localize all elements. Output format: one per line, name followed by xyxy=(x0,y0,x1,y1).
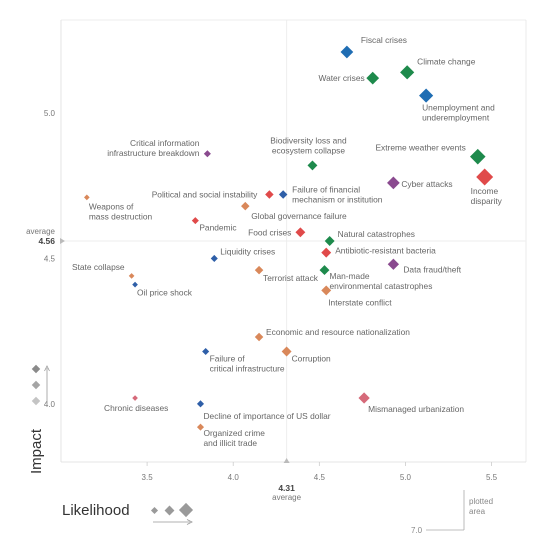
data-point-label: Man-made environmental catastrophes xyxy=(330,271,433,291)
data-point-label: Failure of financial mechanism or institu… xyxy=(292,184,383,204)
data-point-label: Interstate conflict xyxy=(328,297,392,307)
data-point-diamond xyxy=(307,160,318,171)
y-tick-label: 4.5 xyxy=(44,254,56,263)
legend-small-diamond xyxy=(150,506,159,515)
data-point-label: Organized crime and illicit trade xyxy=(204,428,266,448)
impact-size-legend xyxy=(31,364,50,406)
legend-medium-diamond xyxy=(164,505,175,516)
plotted-area-label-2: area xyxy=(469,507,486,516)
data-point-diamond xyxy=(254,265,264,275)
average-likelihood-word: average xyxy=(272,493,301,502)
data-point-label: Corruption xyxy=(292,354,331,364)
x-tick-label: 4.5 xyxy=(314,473,326,482)
data-point-label: Pandemic xyxy=(199,223,236,233)
y-axis-title: Impact xyxy=(28,428,45,474)
data-point-diamond xyxy=(132,281,138,288)
data-point-label: Extreme weather events xyxy=(375,143,465,153)
data-point-diamond xyxy=(324,236,335,246)
legend-impact-diamond-1 xyxy=(31,364,41,374)
legend-impact-diamond-2 xyxy=(31,380,41,390)
data-point-label: Political and social instability xyxy=(152,189,258,199)
average-impact-value: 4.56 xyxy=(38,236,55,246)
x-tick-label: 5.0 xyxy=(400,473,412,482)
data-point-label: State collapse xyxy=(72,262,125,272)
data-point-label: Global governance failure xyxy=(251,211,347,221)
data-point-diamond xyxy=(419,88,434,103)
data-point-diamond xyxy=(202,347,210,356)
data-point-label: Liquidity crises xyxy=(220,246,275,256)
data-point-diamond xyxy=(241,201,250,211)
data-point-diamond xyxy=(84,194,90,201)
data-point-label: Water crises xyxy=(318,73,364,83)
data-point-diamond xyxy=(387,258,400,270)
average-impact-word: average xyxy=(26,227,55,236)
x-tick-label: 3.5 xyxy=(142,473,154,482)
x-tick-label: 4.0 xyxy=(228,473,240,482)
data-point-diamond xyxy=(196,400,205,408)
data-point-label: Antibiotic-resistant bacteria xyxy=(335,246,436,256)
point-labels: Fiscal crises Water crises Climate change U… xyxy=(72,35,503,448)
data-point-label: Economic and resource nationalization xyxy=(266,327,410,337)
data-point-label: Biodiversity loss and ecosystem collapse xyxy=(270,135,347,155)
data-points xyxy=(84,45,494,431)
axis-ticks: 3.5 4.0 4.5 5.0 5.5 5.0 4.5 4.0 xyxy=(44,109,498,482)
data-point-label: Income disparity xyxy=(471,186,503,206)
average-likelihood-value: 4.31 xyxy=(278,483,295,493)
data-point-diamond xyxy=(469,148,486,165)
data-point-diamond xyxy=(203,150,211,158)
data-point-diamond xyxy=(476,168,494,186)
data-point-diamond xyxy=(278,190,288,199)
legend-impact-arrow-head xyxy=(44,365,50,372)
likelihood-size-legend xyxy=(150,502,194,525)
plotted-area-max-tick: 7.0 xyxy=(411,526,423,535)
data-point-label: Unemployment and underemployment xyxy=(422,103,495,123)
average-likelihood-marker xyxy=(283,458,290,463)
data-point-label: Critical information infrastructure break… xyxy=(107,138,200,158)
data-point-label: Climate change xyxy=(417,56,476,66)
data-point-label: Chronic diseases xyxy=(104,403,168,413)
x-tick-label: 5.5 xyxy=(486,473,498,482)
y-tick-label: 5.0 xyxy=(44,109,56,118)
data-point-label: Food crises xyxy=(248,227,291,237)
data-point-diamond xyxy=(254,332,264,342)
y-tick-label: 4.0 xyxy=(44,400,56,409)
data-point-diamond xyxy=(321,247,332,258)
data-point-label: Weapons of mass destruction xyxy=(89,201,153,221)
data-point-label: Decline of importance of US dollar xyxy=(204,411,331,421)
data-point-label: Natural catastrophes xyxy=(338,229,415,239)
data-point-diamond xyxy=(319,265,330,276)
data-point-diamond xyxy=(321,285,332,296)
data-point-label: Data fraud/theft xyxy=(403,264,461,274)
data-point-diamond xyxy=(400,65,415,80)
data-point-label: Oil price shock xyxy=(137,288,193,298)
data-point-label: Cyber attacks xyxy=(401,179,452,189)
data-point-label: Failure of critical infrastructure xyxy=(210,354,285,374)
data-point-diamond xyxy=(366,71,380,85)
legend-arrow-head xyxy=(186,519,193,525)
data-point-diamond xyxy=(128,273,135,279)
data-point-diamond xyxy=(265,190,274,199)
data-point-diamond xyxy=(340,45,354,59)
legend-impact-diamond-3 xyxy=(31,396,41,406)
data-point-diamond xyxy=(295,227,306,238)
x-axis-title: Likelihood xyxy=(62,502,130,519)
legend-large-diamond xyxy=(178,502,194,518)
data-point-label: Terrorist attack xyxy=(263,273,319,283)
data-point-label: Fiscal crises xyxy=(361,35,407,45)
data-point-diamond xyxy=(358,392,370,404)
data-point-diamond xyxy=(191,217,199,225)
data-point-label: Mismanaged urbanization xyxy=(368,404,464,414)
plotted-area-legend: plotted area 7.0 xyxy=(411,490,493,535)
data-point-diamond xyxy=(132,395,138,401)
data-point-diamond xyxy=(387,176,400,190)
average-impact-marker xyxy=(60,238,65,244)
data-point-diamond xyxy=(196,423,205,431)
data-point-diamond xyxy=(281,346,292,357)
plotted-area-label-1: plotted xyxy=(469,497,493,506)
